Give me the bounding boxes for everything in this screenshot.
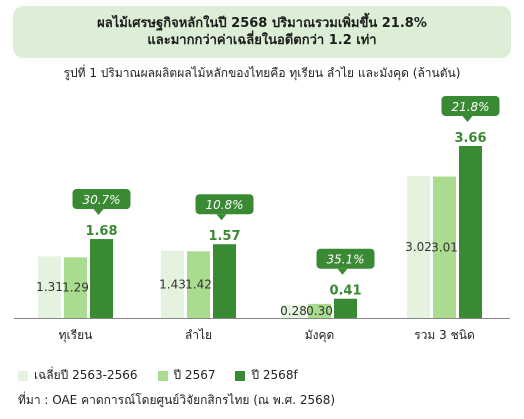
bar-1-1	[187, 251, 210, 318]
value-label-1-2: 1.57	[208, 229, 240, 244]
value-label-2-1: 0.30	[306, 304, 333, 318]
bar-2-0	[282, 304, 305, 318]
bar-3-2	[459, 145, 482, 318]
legend-item-2568f: ปี 2568f	[235, 366, 298, 385]
callout-bubble-0	[72, 189, 131, 210]
legend-label-avg: เฉลี่ยปี 2563-2566	[34, 368, 138, 382]
callout-text-0: 30.7%	[82, 193, 120, 207]
source-note: ที่มา : OAE คาดการณ์โดยศูนย์วิจัยกสิกรไท…	[18, 393, 336, 407]
legend-item-2567: ปี 2567	[157, 366, 216, 385]
headline-line-2: และมากกว่าค่าเฉลี่ยในอดีตกว่า 1.2 เท่า	[147, 33, 377, 48]
legend-swatch-avg	[18, 370, 28, 381]
legend-label-2567: ปี 2567	[173, 368, 216, 382]
value-label-3-1: 3.01	[431, 240, 458, 254]
value-label-0-1: 1.29	[62, 281, 89, 295]
value-label-1-0: 1.43	[159, 277, 186, 291]
chart-title: รูปที่ 1 ปริมาณผลผลิตผลไม้หลักของไทยคือ …	[63, 66, 461, 80]
bar-0-2	[90, 239, 113, 318]
bar-0-0	[38, 256, 61, 318]
value-label-3-0: 3.02	[405, 240, 432, 254]
headline-line-1: ผลไม้เศรษฐกิจหลักในปี 2568 ปริมาณรวมเพิ่…	[97, 16, 427, 31]
bar-2-2	[334, 298, 357, 318]
category-label-2: มังคุด	[305, 328, 335, 343]
callout-text-1: 10.8%	[205, 198, 243, 212]
bar-1-0	[161, 250, 184, 318]
value-label-1-1: 1.42	[185, 278, 212, 292]
bar-3-1	[433, 176, 456, 318]
value-label-2-0: 0.28	[280, 304, 307, 318]
headline-banner: ผลไม้เศรษฐกิจหลักในปี 2568 ปริมาณรวมเพิ่…	[13, 6, 511, 58]
legend-item-avg: เฉลี่ยปี 2563-2566	[18, 366, 138, 385]
callout-bubble-1	[195, 194, 254, 215]
value-label-0-2: 1.68	[85, 224, 117, 239]
callout-text-3: 21.8%	[451, 100, 489, 114]
callout-pointer-1	[216, 214, 227, 221]
callout-bubble-2	[316, 248, 375, 269]
chart-legend: เฉลี่ยปี 2563-2566 ปี 2567 ปี 2568f	[18, 366, 298, 385]
legend-swatch-2567	[157, 370, 168, 381]
callout-bubble-3	[441, 95, 500, 116]
category-label-3: รวม 3 ชนิด	[414, 328, 475, 342]
callout-text-2: 35.1%	[326, 253, 364, 267]
value-label-2-2: 0.41	[329, 284, 361, 299]
bar-2-1	[308, 303, 331, 318]
callout-pointer-3	[462, 115, 473, 122]
callout-pointer-0	[93, 209, 104, 216]
value-label-0-0: 1.31	[36, 280, 63, 294]
bar-0-1	[64, 257, 87, 318]
value-label-3-2: 3.66	[454, 131, 486, 146]
bar-3-0	[407, 176, 430, 318]
category-label-0: ทุเรียน	[59, 328, 93, 343]
legend-swatch-2568f	[235, 370, 246, 381]
callout-pointer-2	[337, 268, 348, 275]
legend-label-2568f: ปี 2568f	[251, 368, 298, 382]
bar-1-2	[213, 244, 236, 318]
category-label-1: ลำไย	[185, 328, 212, 342]
